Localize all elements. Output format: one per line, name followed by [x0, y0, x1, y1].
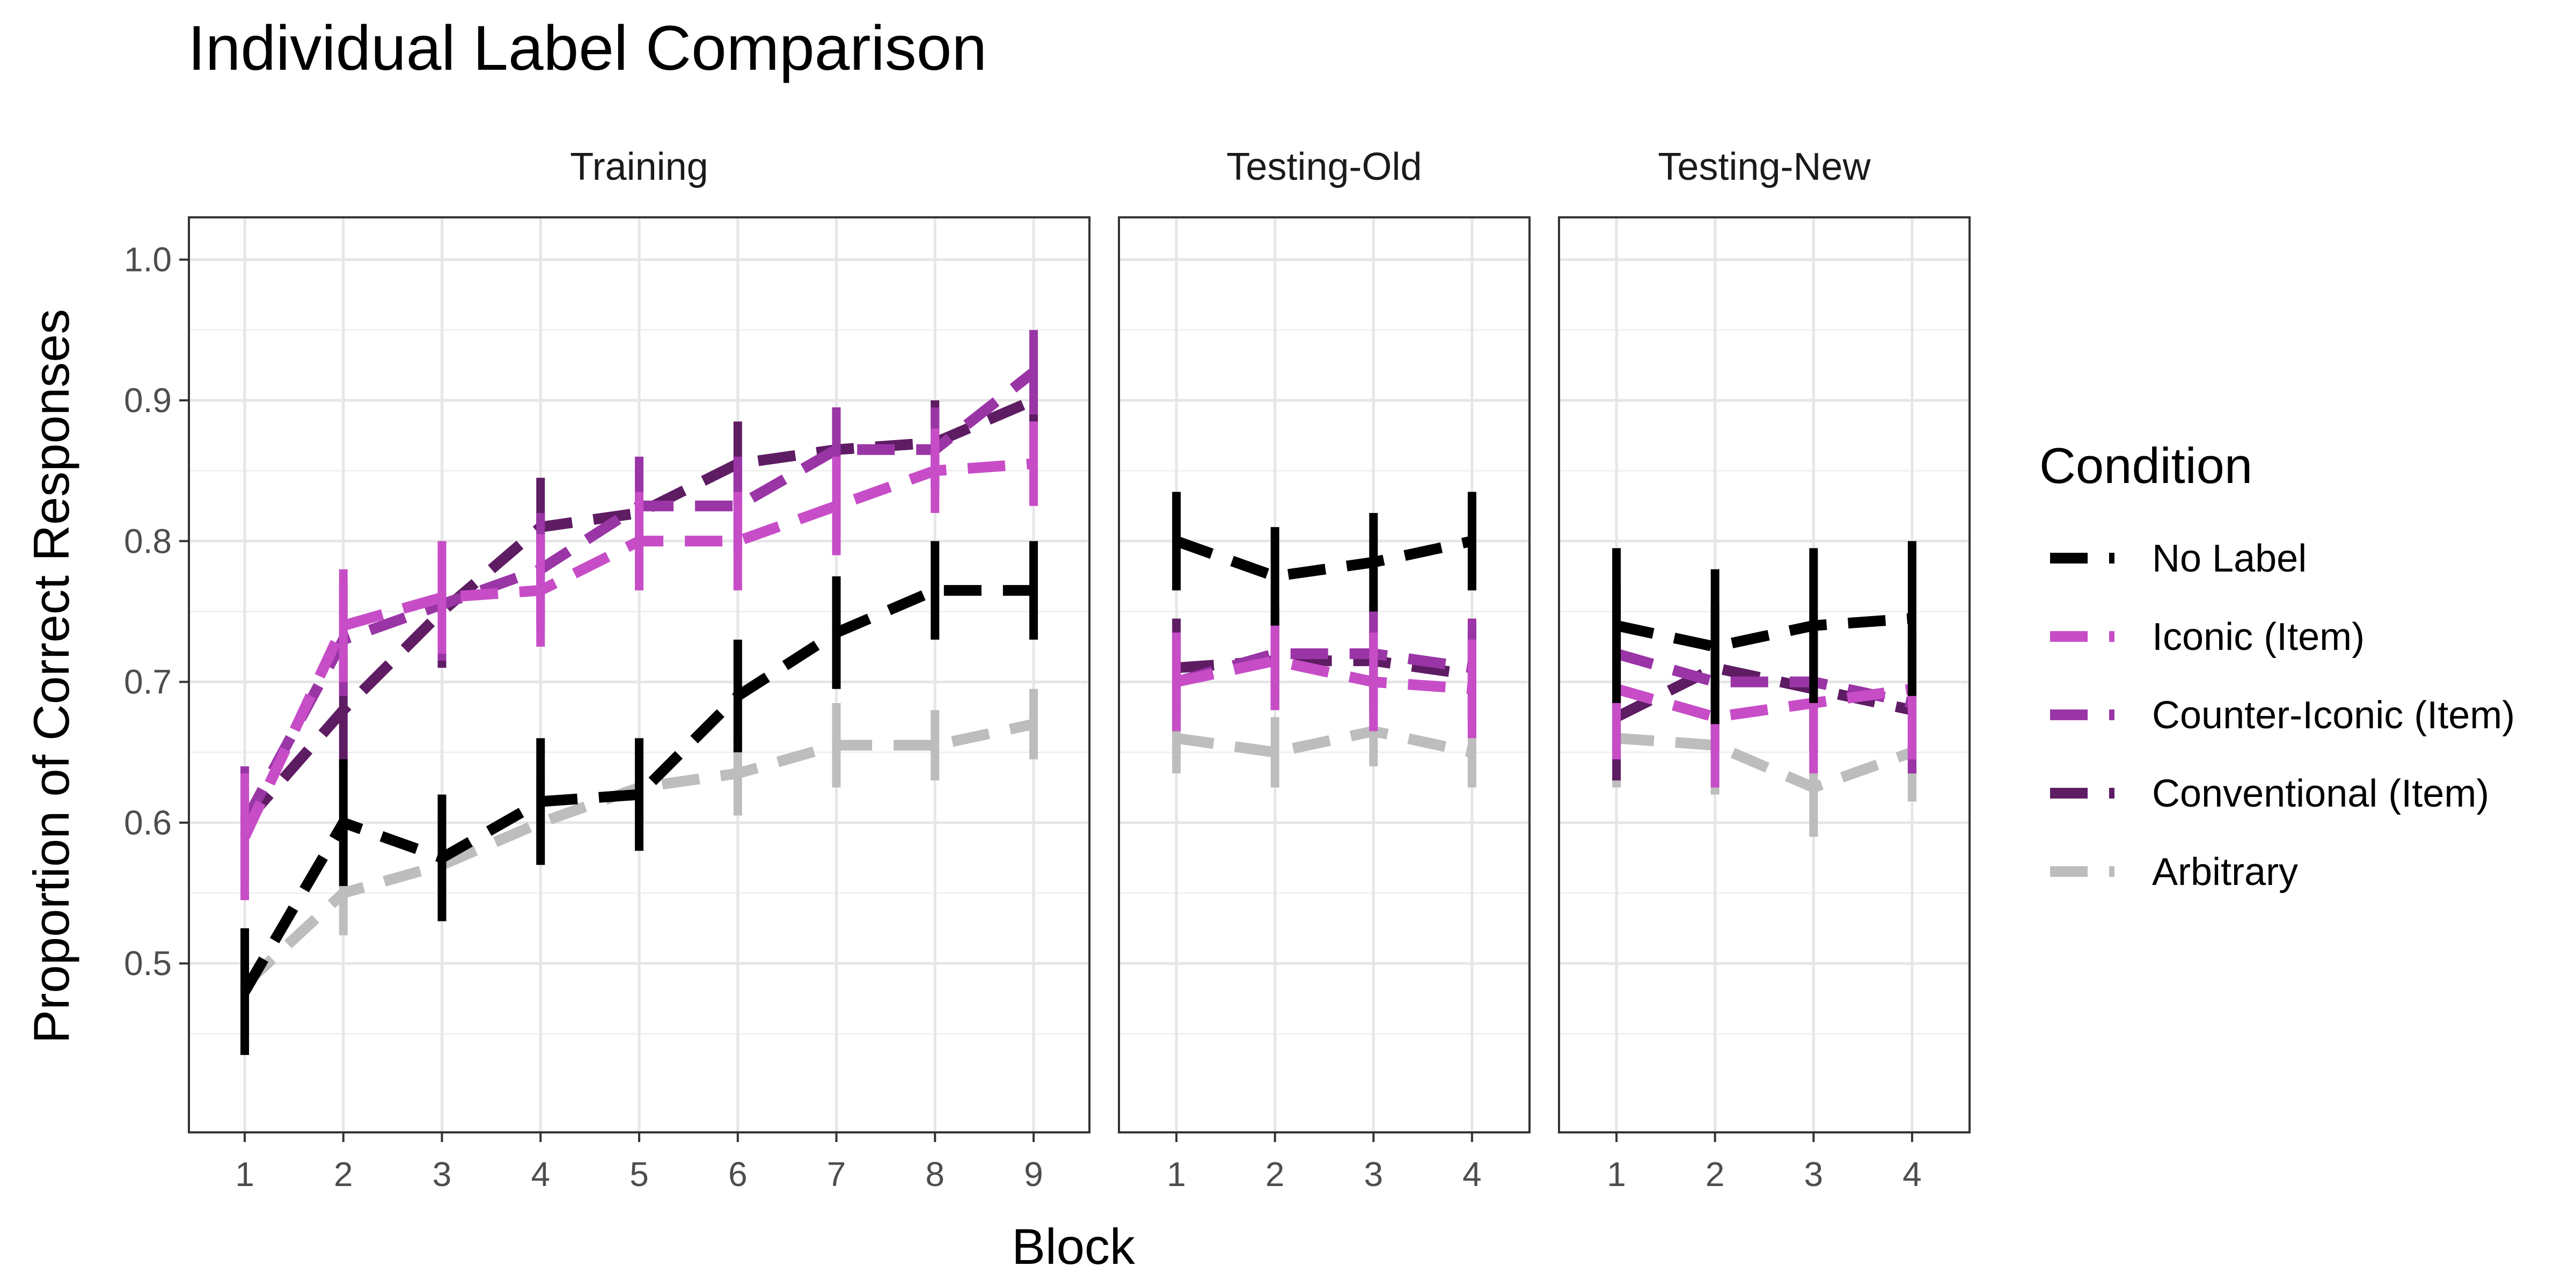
series-line-conventional-item	[240, 395, 1036, 826]
chart-title: Individual Label Comparison	[188, 13, 987, 84]
x-tick-label: 6	[728, 1155, 748, 1194]
y-tick-label: 0.5	[124, 944, 172, 983]
legend-item-iconic-item: Iconic (Item)	[2050, 616, 2365, 658]
series-line-arbitrary	[1175, 726, 1473, 758]
series-line-iconic-item	[1615, 683, 1913, 723]
y-tick-label: 0.8	[124, 522, 172, 560]
panel-strip-label: Testing-Old	[1226, 145, 1422, 188]
y-tick-label: 0.9	[124, 381, 172, 420]
x-axis-title: Block	[1012, 1218, 1136, 1275]
series-line-no-label	[1615, 613, 1913, 653]
x-tick-label: 2	[1265, 1155, 1285, 1194]
y-tick-label: 1.0	[124, 240, 172, 279]
legend-label: Iconic (Item)	[2152, 616, 2365, 658]
series-line-no-label	[1174, 536, 1473, 582]
legend-label: No Label	[2152, 537, 2307, 580]
panel-training: Training 1 2 3 4 5 6 7 8 9 0.5 0.6 0.7 0.8 0.9 1.0	[124, 145, 1091, 1194]
panel-strip-label: Training	[570, 145, 708, 188]
y-tick-label: 0.7	[124, 663, 172, 701]
x-tick-label: 7	[827, 1155, 846, 1194]
legend-item-counter-iconic-item: Counter-Iconic (Item)	[2050, 694, 2515, 737]
legend-title: Condition	[2039, 437, 2252, 494]
legend-item-arbitrary: Arbitrary	[2050, 851, 2298, 894]
x-tick-label: 3	[1804, 1155, 1824, 1194]
x-tick-label: 3	[1364, 1155, 1384, 1194]
panel-strip-label: Testing-New	[1658, 145, 1871, 188]
x-tick-label: 8	[925, 1155, 945, 1194]
x-tick-label: 2	[1706, 1155, 1725, 1194]
x-tick-label: 3	[433, 1155, 452, 1194]
series-line-arbitrary	[1616, 733, 1914, 794]
x-tick-label: 1	[1607, 1155, 1626, 1194]
legend-item-no-label: No Label	[2050, 537, 2307, 580]
x-tick-label: 2	[334, 1155, 353, 1194]
x-tick-label: 4	[1902, 1155, 1922, 1194]
x-tick-label: 1	[1167, 1155, 1186, 1194]
y-tick-label: 0.6	[124, 803, 172, 842]
panels-group: Training 1 2 3 4 5 6 7 8 9 0.5 0.6 0.7 0.8 0.9 1.0 Testi…	[124, 145, 1971, 1194]
x-tick-label: 5	[630, 1155, 649, 1194]
legend-label: Counter-Iconic (Item)	[2152, 694, 2515, 737]
legend-label: Arbitrary	[2152, 851, 2298, 894]
series-line-iconic-item	[1175, 655, 1473, 694]
panel-testing-old: Testing-Old 1 2 3 4	[1118, 145, 1531, 1194]
panel-border	[1558, 216, 1971, 1133]
panel-testing-new: Testing-New 1 2 3 4	[1558, 145, 1971, 1194]
y-axis-title: Proportion of Correct Responses	[23, 309, 79, 1044]
series-line-counter-iconic-item	[1175, 648, 1473, 687]
x-tick-label: 1	[235, 1155, 254, 1194]
series-line-no-label	[240, 585, 1034, 994]
x-tick-label: 4	[1462, 1155, 1482, 1194]
x-tick-label: 4	[531, 1155, 550, 1194]
x-tick-label: 9	[1024, 1155, 1043, 1194]
legend-label: Conventional (Item)	[2152, 772, 2489, 815]
series-line-conventional-item	[1176, 655, 1473, 680]
legend-item-conventional-item: Conventional (Item)	[2050, 772, 2489, 815]
panel-border	[1118, 216, 1531, 1133]
legend: Condition No Label Iconic (Item) Counter-I…	[2039, 437, 2515, 894]
